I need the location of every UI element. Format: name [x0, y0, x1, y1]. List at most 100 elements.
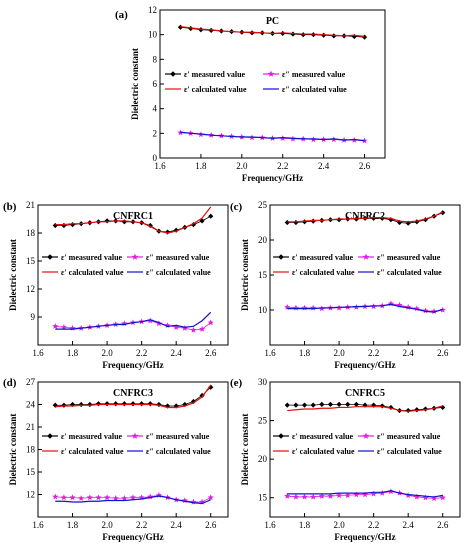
y-axis-title: Dielectric constant [130, 48, 140, 120]
data-point [336, 401, 342, 407]
y-tick-label: 20 [258, 454, 268, 464]
data-point [327, 401, 334, 407]
legend-marker [131, 432, 139, 439]
data-point [208, 213, 214, 219]
data-point [293, 402, 299, 408]
series-2 [287, 405, 443, 412]
data-point [440, 404, 446, 411]
series-2 [55, 384, 212, 409]
data-point [310, 402, 316, 408]
y-tick-label: 12 [26, 490, 35, 500]
chart-cnfrc3: (d) CNFRC3 1.6 1.8 2.0 2.2 2.4 2.6 12 15 18 21 24 27 F… [3, 377, 229, 542]
series-line [55, 206, 212, 234]
data-point [292, 493, 299, 500]
chart-title: CNFRC3 [113, 388, 153, 399]
data-point [336, 492, 343, 498]
series-1 [284, 300, 446, 314]
data-point [112, 495, 119, 501]
panel-label: (b) [3, 201, 17, 213]
legend-item: ε′ measured value [165, 70, 246, 79]
legend-item: ε″ calculated value [127, 447, 211, 456]
x-tick-label: 2.6 [205, 348, 217, 358]
x-tick-label: 2.2 [136, 348, 147, 358]
legend-item: ε′ calculated value [273, 447, 355, 456]
legend-label: ε′ calculated value [292, 268, 355, 277]
data-point [129, 494, 137, 501]
data-point [69, 494, 76, 501]
data-point [321, 32, 327, 38]
data-point [284, 402, 290, 408]
legend-marker [267, 70, 275, 77]
panel-label: (c) [230, 201, 243, 213]
y-tick-label: 24 [26, 400, 36, 410]
x-tick-label: 1.8 [67, 520, 79, 530]
y-tick-label: 30 [258, 377, 268, 387]
legend-item: ε′ calculated value [42, 268, 124, 277]
data-point [78, 495, 85, 501]
data-point [379, 215, 385, 221]
y-tick-label: 4 [153, 104, 158, 114]
data-point [199, 325, 206, 332]
x-tick-label: 2.4 [171, 348, 183, 358]
legend-item: ε′ calculated value [42, 447, 124, 456]
legend-label: ε″ calculated value [146, 447, 211, 456]
data-point [52, 222, 58, 229]
series-line [55, 495, 211, 505]
data-point [319, 401, 325, 407]
legend: ε′ measured value ε″ measured value ε′ cal… [42, 253, 211, 277]
legend-label: ε′ measured value [292, 253, 354, 262]
y-axis-title: Dielectric constant [8, 414, 18, 486]
y-tick-label: 18 [26, 228, 36, 238]
x-tick-label: 1.6 [32, 348, 44, 358]
x-axis-title: Frequency/GHz [334, 360, 395, 370]
series-line [180, 131, 365, 142]
series-2 [287, 211, 443, 223]
legend-label: ε″ calculated value [377, 268, 442, 277]
legend-label: ε′ measured value [61, 432, 123, 441]
x-tick-label: 2.4 [171, 520, 183, 530]
y-tick-label: 8 [153, 54, 158, 64]
data-point [207, 494, 214, 501]
series-3 [180, 131, 365, 142]
y-tick-label: 10 [148, 30, 158, 40]
legend-item: ε′ measured value [273, 432, 354, 441]
y-tick-label: 9 [31, 312, 36, 322]
x-axis-title: Frequency/GHz [102, 532, 163, 542]
series-0 [284, 401, 446, 414]
data-point [422, 494, 429, 501]
y-tick-label: 15 [258, 493, 268, 503]
y-axis-title: Dielectric constant [8, 239, 18, 311]
data-point [207, 319, 214, 326]
data-point [361, 491, 369, 498]
x-tick-label: 2.0 [333, 520, 345, 530]
x-tick-label: 2.2 [368, 348, 379, 358]
x-tick-label: 2.0 [101, 348, 113, 358]
data-point [249, 30, 255, 36]
y-tick-label: 6 [153, 79, 158, 89]
series-line [287, 211, 443, 223]
legend-item: ε′ measured value [42, 253, 123, 262]
y-tick-label: 20 [258, 235, 268, 245]
legend-item: ε′ calculated value [273, 268, 355, 277]
x-tick-label: 1.8 [299, 348, 311, 358]
y-tick-label: 12 [148, 5, 157, 15]
data-point [95, 494, 102, 501]
data-point [301, 402, 308, 408]
legend-item: ε″ measured value [263, 70, 346, 79]
panel-label: (a) [115, 9, 128, 21]
data-point [370, 490, 377, 497]
legend-marker [278, 433, 284, 439]
legend-label: ε″ measured value [377, 253, 441, 262]
data-point [301, 304, 308, 311]
chart-title: PC [266, 16, 279, 27]
x-tick-label: 2.2 [277, 161, 288, 171]
data-point [361, 34, 368, 40]
panel-label: (d) [3, 377, 17, 389]
data-point [301, 219, 308, 225]
data-point [69, 222, 76, 228]
data-point [104, 494, 111, 501]
data-point [405, 407, 411, 414]
data-point [130, 401, 136, 407]
data-point [301, 493, 308, 500]
